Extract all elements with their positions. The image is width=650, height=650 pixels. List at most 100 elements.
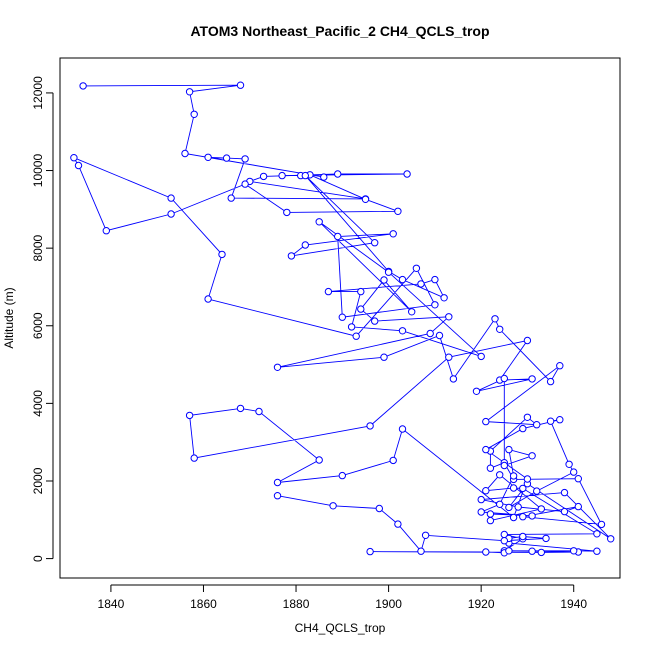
data-point [371,239,379,247]
data-point [384,268,393,276]
y-tick-label: 0 [31,555,45,562]
data-point [486,510,495,518]
data-point [167,194,175,202]
data-point [546,417,555,425]
data-point [445,353,453,361]
data-point [366,422,374,430]
data-point [500,374,508,383]
data-point [505,503,513,512]
y-tick-label: 8000 [31,234,45,261]
data-point [597,520,606,529]
data-point [482,487,490,495]
data-point [190,454,198,462]
data-point [334,232,342,241]
data-point [74,161,83,170]
data-point [222,154,231,162]
data-point [519,513,527,521]
data-point [519,424,527,433]
data-point [537,548,545,557]
data-point [560,488,569,497]
data-point [477,352,485,361]
data-point [533,421,541,429]
data-point [505,547,513,555]
data-point [570,468,578,476]
data-point [519,532,527,541]
data-point [477,508,485,516]
data-point [398,425,407,433]
y-tick-label: 12000 [31,76,45,110]
data-point [556,362,564,370]
x-tick-label: 1880 [283,597,310,611]
data-point [523,413,532,421]
x-axis: 1840 1860 1880 1900 1920 1940 [98,584,587,611]
data-point [352,332,360,340]
data-point [449,375,458,383]
y-tick-label: 10000 [31,154,45,188]
data-point [472,387,481,395]
data-point [537,505,545,513]
data-point [519,484,527,493]
data-point [79,82,87,90]
data-point [380,276,388,284]
data-point [380,353,388,361]
data-point [241,180,249,188]
data-point [366,547,374,556]
data-point [315,456,323,464]
data-point [334,170,342,178]
data-point [181,149,189,158]
data-point [320,173,328,181]
data-point [574,502,582,511]
data-point [204,295,212,303]
x-tick-label: 1860 [190,597,217,611]
data-point [500,537,508,545]
data-point [389,456,397,465]
data-point [505,445,513,454]
data-point [435,331,444,340]
plot-area [70,81,615,557]
data-point [315,218,323,226]
data-point [486,516,495,525]
data-point [301,171,309,180]
data-point [371,317,379,325]
data-point [287,252,296,260]
y-axis: 0 2000 4000 6000 8000 10000 12000 [31,76,54,562]
data-point [361,195,370,204]
data-point [357,305,365,313]
data-point [509,484,518,492]
data-point [259,172,268,181]
data-point [509,513,518,522]
data-point [204,153,212,162]
plot-frame [59,57,621,579]
data-point [394,520,402,528]
data-point [236,81,245,89]
data-point [417,280,425,288]
data-point [283,208,291,217]
data-point [523,336,532,345]
data-point [445,313,453,321]
data-point [167,210,175,218]
data-point [556,416,564,424]
data-point [241,155,249,163]
data-point [431,275,439,284]
chart-title: ATOM3 Northeast_Pacific_2 CH4_QCLS_trop [190,23,489,39]
data-point [185,411,194,420]
data-point [389,230,397,238]
data-point [301,241,309,249]
data-point [255,407,263,416]
data-point [102,227,111,235]
data-point [403,170,411,178]
data-point [338,313,346,321]
data-point [486,464,495,472]
data-point [500,461,508,470]
data-point [528,547,536,555]
y-tick-label: 6000 [31,312,45,339]
data-point [482,417,490,426]
data-point [514,503,522,511]
data-point [528,375,536,383]
x-tick-label: 1900 [375,597,402,611]
data-point [227,194,235,202]
data-point [338,471,346,480]
data-point [398,275,407,284]
data-point [236,404,245,413]
